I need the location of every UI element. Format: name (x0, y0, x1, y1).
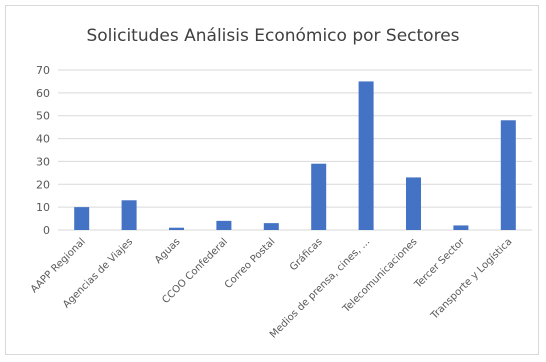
bar (121, 200, 137, 230)
y-tick-label: 60 (36, 87, 50, 100)
bar (453, 225, 469, 230)
chart-title: Solicitudes Análisis Económico por Secto… (86, 26, 460, 46)
y-tick-label: 20 (36, 178, 50, 191)
bar (500, 120, 516, 230)
bar (358, 81, 374, 230)
bar (263, 223, 279, 230)
bar (74, 207, 90, 230)
y-tick-label: 40 (36, 133, 50, 146)
y-tick-label: 50 (36, 110, 50, 123)
bar (169, 227, 184, 230)
x-tick-label: Aguas (153, 236, 183, 266)
y-tick-label: 30 (36, 155, 50, 168)
x-tick-label: Transporte y Logística (428, 236, 515, 323)
bar (406, 177, 421, 230)
y-tick-label: 10 (36, 201, 50, 214)
bar (311, 163, 327, 230)
x-tick-label: Gráficas (287, 236, 325, 274)
x-tick-label: Medios de prensa, cines, ... (268, 236, 372, 340)
x-tick-label: Correo Postal (223, 236, 278, 291)
y-tick-label: 0 (43, 224, 50, 237)
bar (216, 220, 232, 230)
y-tick-label: 70 (36, 64, 50, 77)
chart-area: Solicitudes Análisis Económico por Secto… (5, 5, 539, 355)
